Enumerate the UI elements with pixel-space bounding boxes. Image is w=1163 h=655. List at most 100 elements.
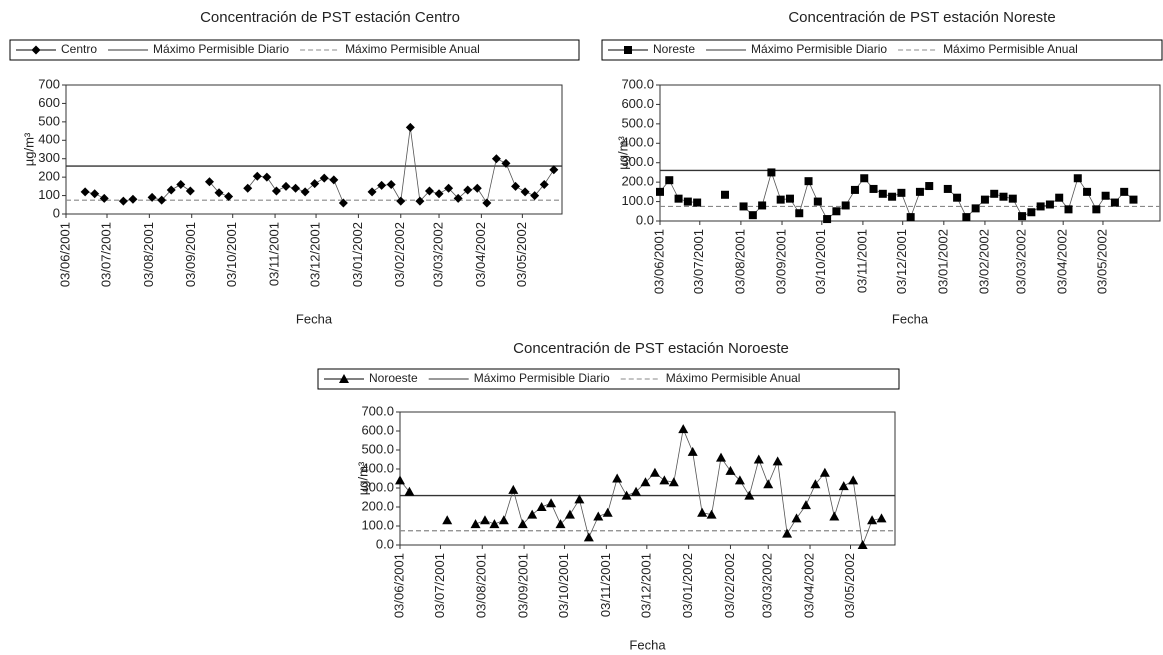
marker (574, 494, 585, 504)
marker (878, 189, 887, 198)
marker (640, 477, 651, 487)
marker (214, 188, 224, 198)
marker (508, 484, 519, 494)
marker (395, 475, 405, 485)
x-tick-label: 03/05/2002 (842, 553, 857, 618)
marker (838, 481, 849, 491)
marker (848, 475, 859, 485)
marker (472, 183, 482, 193)
marker (674, 194, 683, 203)
x-tick-label: 03/07/2001 (691, 229, 706, 294)
series-line (85, 127, 555, 204)
legend-label: Máximo Permisible Anual (345, 42, 480, 56)
marker (1110, 198, 1119, 207)
marker (319, 173, 329, 183)
marker (1018, 212, 1027, 221)
x-tick-label: 03/09/2001 (183, 222, 198, 287)
y-tick-label: 0.0 (636, 212, 654, 227)
marker (1101, 191, 1110, 200)
marker (185, 186, 195, 196)
marker (90, 189, 100, 199)
x-tick-label: 03/01/2002 (350, 222, 365, 287)
marker (980, 195, 989, 204)
chart-title: Concentración de PST estación Noreste (788, 9, 1055, 26)
marker (546, 498, 557, 508)
marker (501, 158, 511, 168)
marker (520, 187, 530, 197)
x-tick-label: 03/12/2001 (638, 553, 653, 618)
marker (739, 202, 748, 211)
marker (850, 185, 859, 194)
y-tick-label: 300.0 (361, 479, 394, 494)
marker (243, 183, 253, 193)
marker (810, 479, 821, 489)
x-tick-label: 03/07/2001 (98, 222, 113, 287)
marker (678, 424, 689, 434)
y-tick-label: 100 (38, 187, 60, 202)
marker (683, 197, 692, 206)
marker (776, 195, 785, 204)
marker (1055, 193, 1064, 202)
marker (479, 515, 490, 525)
marker (841, 201, 850, 210)
marker (697, 507, 708, 517)
x-tick-label: 03/09/2001 (773, 229, 788, 294)
marker (517, 519, 528, 529)
x-tick-label: 03/02/2002 (392, 222, 407, 287)
y-tick-label: 700.0 (621, 76, 654, 91)
marker (876, 513, 887, 523)
x-tick-label: 03/06/2001 (57, 222, 72, 287)
marker (800, 500, 811, 510)
marker (1092, 205, 1101, 214)
marker (693, 198, 702, 207)
chart: Concentración de PST estación Noreste Nor… (601, 9, 1163, 326)
marker (1120, 187, 1129, 196)
marker (602, 507, 613, 517)
marker (832, 207, 841, 216)
marker (1036, 202, 1045, 211)
marker (758, 201, 767, 210)
marker (772, 456, 783, 466)
plot-area (65, 84, 563, 215)
marker (530, 191, 540, 201)
marker (753, 454, 764, 464)
marker (470, 519, 481, 529)
marker (990, 189, 999, 198)
marker (734, 475, 745, 485)
marker (128, 194, 138, 204)
marker (656, 187, 664, 196)
y-tick-label: 300.0 (621, 154, 654, 169)
marker (621, 490, 632, 500)
marker (915, 187, 924, 196)
marker (725, 465, 736, 475)
y-tick-label: 500.0 (361, 441, 394, 456)
legend-label: Noreste (653, 42, 695, 56)
marker (962, 213, 971, 222)
marker (1045, 200, 1054, 209)
marker (791, 513, 802, 523)
marker (453, 193, 463, 203)
y-tick-label: 300 (38, 150, 60, 165)
marker (310, 179, 320, 189)
marker (1008, 194, 1017, 203)
marker (405, 122, 415, 132)
marker (424, 186, 434, 196)
marker (262, 172, 272, 182)
marker (99, 193, 109, 203)
y-tick-label: 200 (38, 169, 60, 184)
y-axis-label: µg/m³ (615, 136, 630, 170)
y-axis-label: µg/m³ (355, 461, 370, 495)
marker (583, 532, 594, 542)
marker (888, 192, 897, 201)
marker (767, 168, 776, 177)
x-axis-label: Fecha (296, 311, 333, 326)
marker (442, 515, 453, 525)
marker (860, 174, 869, 183)
legend-label: Máximo Permisible Diario (153, 42, 289, 56)
y-tick-label: 700 (38, 76, 60, 91)
marker (612, 473, 623, 483)
marker (511, 181, 521, 191)
legend-label: Máximo Permisible Diario (474, 371, 610, 385)
marker (80, 187, 90, 197)
marker (31, 45, 41, 55)
